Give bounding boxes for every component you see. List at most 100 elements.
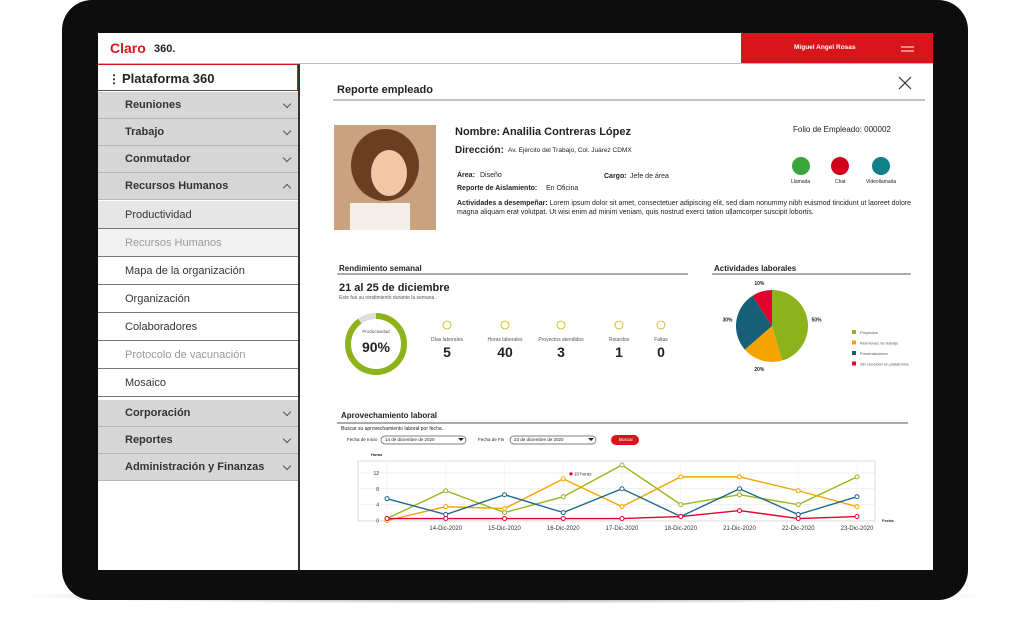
menu-label: Reuniones <box>125 99 182 111</box>
x-tick-label: 22-Dic-2020 <box>782 526 815 532</box>
x-tick-label: 23-Dic-2020 <box>841 526 874 532</box>
stat-label: Horas laborales <box>487 337 523 343</box>
stat-label: Proyectos atendidos <box>538 337 584 343</box>
line-point <box>619 504 625 510</box>
stat-icon <box>614 320 624 330</box>
stat-value: 1 <box>615 344 623 360</box>
chat-button[interactable] <box>831 157 849 175</box>
stat-icon <box>500 320 510 330</box>
stat-value: 5 <box>443 344 451 360</box>
photo-sweater <box>350 203 410 230</box>
menu-label: Productividad <box>125 208 192 221</box>
sidebar-title: Plataforma 360 <box>122 71 215 86</box>
menu-item[interactable]: Organización <box>98 285 298 313</box>
pie-slice <box>736 295 772 350</box>
end-select[interactable] <box>509 435 597 445</box>
menu-label: Mapa de la organización <box>125 264 245 277</box>
legend-swatch <box>852 361 856 366</box>
pie-label: 20% <box>754 367 765 373</box>
x-tick-label: 18-Dic-2020 <box>664 526 697 532</box>
line-point <box>560 510 566 516</box>
line-point <box>384 496 390 502</box>
menu-item[interactable]: Trabajo <box>98 119 298 146</box>
pie-slice <box>772 290 809 361</box>
logo: 360. <box>154 43 176 55</box>
line-point <box>619 486 625 492</box>
menu-label: Mosaico <box>125 376 166 389</box>
stat-value: 0 <box>657 344 665 360</box>
y-tick-label: 4 <box>376 503 379 509</box>
submenu: Productividad Recursos Humanos Mapa de la … <box>98 201 298 397</box>
menu-item[interactable]: Productividad <box>98 201 298 229</box>
line-point <box>502 516 507 522</box>
close-icon[interactable] <box>898 76 912 90</box>
video-button[interactable] <box>872 157 890 175</box>
menu-item[interactable]: Mosaico <box>98 369 298 397</box>
menu-item[interactable]: Conmutador <box>98 146 298 173</box>
menu-label: Colaboradores <box>125 320 198 333</box>
x-tick-label: 14-Dic-2020 <box>429 526 462 532</box>
line-point <box>443 516 449 522</box>
line-point <box>560 516 566 522</box>
line-point <box>737 474 742 480</box>
line-point <box>678 502 684 508</box>
menu-item[interactable]: Reportes <box>98 427 298 454</box>
user-bar: Miguel Angel Rosas <box>741 33 933 63</box>
stat-value: 3 <box>557 344 565 360</box>
donut-arc <box>345 313 407 375</box>
start-select[interactable] <box>380 435 467 445</box>
tooltip-dot <box>569 472 573 476</box>
y-tick-label: 0 <box>376 519 379 525</box>
line-point <box>854 504 860 510</box>
x-tick-label: 15-Dic-2020 <box>488 526 521 532</box>
menu-label: Corporación <box>125 407 191 419</box>
menu-item[interactable]: Reuniones <box>98 92 298 119</box>
search-button[interactable] <box>611 435 639 445</box>
sidebar: ⋮ Plataforma 360 Reuniones Trabajo Conmuta… <box>98 64 300 570</box>
kebab[interactable]: ⋮ <box>108 72 120 86</box>
line-point <box>737 508 742 514</box>
menu-label: Administración y Finanzas <box>125 461 265 473</box>
legend-label: Sin conexión en plataforma <box>860 362 909 367</box>
line-point <box>737 486 742 492</box>
menu-item[interactable]: Colaboradores <box>98 313 298 341</box>
line-point <box>854 474 860 480</box>
menu-label: Trabajo <box>125 126 165 138</box>
menu-item[interactable]: Recursos Humanos <box>98 229 298 257</box>
stat-value: 40 <box>497 344 513 360</box>
line-point <box>560 494 566 500</box>
menu: Reuniones Trabajo Conmutador Recursos Human… <box>98 92 298 200</box>
line-point <box>678 474 684 480</box>
line-point <box>619 462 625 468</box>
call-button[interactable] <box>792 157 810 175</box>
line-point <box>443 504 449 510</box>
menu-item[interactable]: Mapa de la organización <box>98 257 298 285</box>
photo-face <box>371 150 407 196</box>
menu-label: Recursos Humanos <box>125 236 222 249</box>
menu-label: Organización <box>125 292 190 305</box>
y-tick-label: 12 <box>373 471 379 477</box>
line-point <box>619 516 625 522</box>
menu-item[interactable]: Recursos Humanos <box>98 173 298 200</box>
x-tick-label: 16-Dic-2020 <box>547 526 580 532</box>
menu-icon[interactable] <box>901 45 915 55</box>
menu-item[interactable]: Protocolo de vacunación <box>98 341 298 369</box>
stat-label: Días laborales <box>431 337 463 343</box>
line-point <box>502 492 507 498</box>
line-point <box>795 488 801 494</box>
menu-item[interactable]: Administración y Finanzas <box>98 454 298 481</box>
pie-slice <box>752 290 772 326</box>
x-tick-label: 21-Dic-2020 <box>723 526 756 532</box>
menu-label: Protocolo de vacunación <box>125 348 246 361</box>
line-point <box>443 512 449 518</box>
line-point <box>737 492 742 498</box>
user-name[interactable]: Miguel Angel Rosas <box>794 44 856 51</box>
stat-label: Retardos <box>609 337 630 343</box>
line-point <box>854 514 860 520</box>
y-tick-label: 8 <box>376 487 379 493</box>
line-point <box>678 514 684 520</box>
menu-item[interactable]: Corporación <box>98 400 298 427</box>
pie-slice <box>744 326 783 362</box>
stat-icon <box>656 320 666 330</box>
